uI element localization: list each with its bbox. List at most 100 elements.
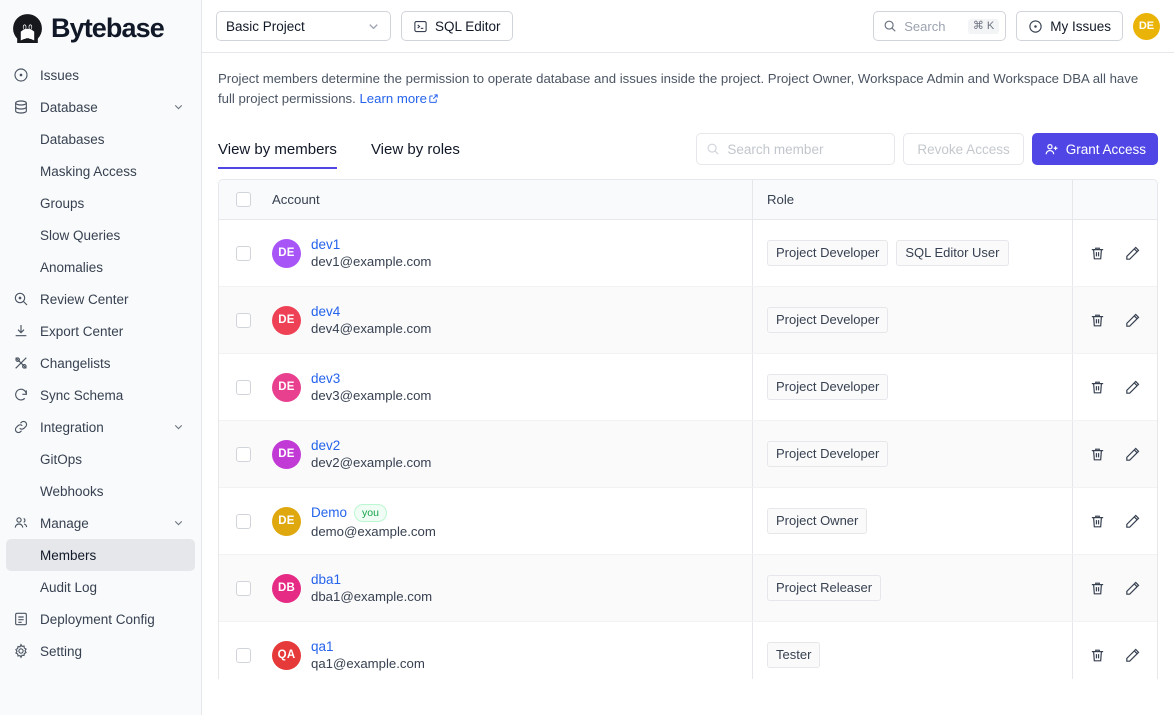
role-cell: Project Developer bbox=[752, 287, 1072, 353]
sql-editor-button[interactable]: SQL Editor bbox=[401, 11, 513, 41]
table-row: DE dev3 dev3@example.com Project Developer bbox=[219, 354, 1157, 421]
account-name-link[interactable]: dev3 bbox=[311, 371, 431, 386]
row-checkbox[interactable] bbox=[235, 379, 251, 395]
pencil-icon[interactable] bbox=[1124, 245, 1141, 262]
table-row: DE dev1 dev1@example.com Project Developer S… bbox=[219, 220, 1157, 287]
global-search-button[interactable]: Search ⌘ K bbox=[873, 11, 1007, 41]
deployment-config-icon bbox=[12, 610, 30, 628]
pencil-icon[interactable] bbox=[1124, 513, 1141, 530]
search-member-input[interactable] bbox=[727, 141, 886, 157]
search-icon bbox=[883, 19, 897, 33]
main-area: Basic Project SQL Editor bbox=[202, 0, 1174, 715]
account-cell: DE dev2 dev2@example.com bbox=[267, 438, 752, 470]
avatar: QA bbox=[272, 640, 301, 670]
sidebar-item-review-center[interactable]: Review Center bbox=[6, 283, 195, 315]
account-name-link[interactable]: qa1 bbox=[311, 639, 425, 654]
revoke-access-button[interactable]: Revoke Access bbox=[903, 133, 1024, 165]
sidebar-item-integration[interactable]: Integration bbox=[6, 411, 195, 443]
role-badge[interactable]: Project Developer bbox=[767, 441, 889, 467]
user-avatar[interactable]: DE bbox=[1133, 12, 1160, 40]
sidebar-item-manage[interactable]: Manage bbox=[6, 507, 195, 539]
sidebar-item-changelists[interactable]: Changelists bbox=[6, 347, 195, 379]
table-body: DE dev1 dev1@example.com Project Developer S… bbox=[219, 220, 1157, 679]
pencil-icon[interactable] bbox=[1124, 379, 1141, 396]
account-name-link[interactable]: dev2 bbox=[311, 438, 431, 453]
account-name-text: dev1 bbox=[311, 237, 341, 252]
table-header-row: Account Role bbox=[219, 180, 1157, 220]
link-icon bbox=[12, 418, 30, 436]
role-badge[interactable]: Project Developer bbox=[767, 374, 889, 400]
row-checkbox[interactable] bbox=[235, 647, 251, 663]
brand-header[interactable]: Bytebase bbox=[0, 0, 201, 56]
learn-more-link[interactable]: Learn more bbox=[359, 91, 438, 106]
sidebar-item-members[interactable]: Members bbox=[6, 539, 195, 571]
changelists-icon bbox=[12, 354, 30, 372]
role-badge[interactable]: SQL Editor User bbox=[896, 240, 1009, 266]
sidebar-item-database[interactable]: Database bbox=[6, 91, 195, 123]
terminal-icon bbox=[413, 19, 428, 34]
grant-access-button[interactable]: Grant Access bbox=[1031, 133, 1158, 165]
sidebar-item-anomalies[interactable]: Anomalies bbox=[6, 251, 195, 283]
account-cell: DE Demo you demo@example.com bbox=[267, 503, 752, 539]
account-name-link[interactable]: dba1 bbox=[311, 572, 432, 587]
pencil-icon[interactable] bbox=[1124, 580, 1141, 597]
chevron-down-icon[interactable] bbox=[172, 101, 185, 114]
sidebar-item-export-center[interactable]: Export Center bbox=[6, 315, 195, 347]
sidebar-item-slow-queries[interactable]: Slow Queries bbox=[6, 219, 195, 251]
sidebar-item-webhooks[interactable]: Webhooks bbox=[6, 475, 195, 507]
pencil-icon[interactable] bbox=[1124, 446, 1141, 463]
row-checkbox[interactable] bbox=[235, 580, 251, 596]
project-selector[interactable]: Basic Project bbox=[216, 11, 391, 41]
row-checkbox[interactable] bbox=[235, 312, 251, 328]
account-name-link[interactable]: dev1 bbox=[311, 237, 431, 252]
member-search-box[interactable] bbox=[696, 133, 896, 165]
trash-icon[interactable] bbox=[1089, 513, 1106, 530]
pencil-icon[interactable] bbox=[1124, 312, 1141, 329]
sidebar-nav: Issues Database Databases bbox=[0, 56, 201, 667]
role-badge[interactable]: Project Releaser bbox=[767, 575, 882, 601]
sidebar-item-databases[interactable]: Databases bbox=[6, 123, 195, 155]
row-checkbox[interactable] bbox=[235, 245, 251, 261]
sidebar-item-issues[interactable]: Issues bbox=[6, 59, 195, 91]
trash-icon[interactable] bbox=[1089, 312, 1106, 329]
my-issues-button[interactable]: My Issues bbox=[1016, 11, 1123, 41]
chevron-down-icon[interactable] bbox=[172, 517, 185, 530]
bytebase-mascot-logo-icon bbox=[11, 12, 44, 45]
tab-view-by-members[interactable]: View by members bbox=[218, 141, 337, 169]
sidebar-item-gitops[interactable]: GitOps bbox=[6, 443, 195, 475]
external-link-icon bbox=[428, 93, 439, 104]
role-badge[interactable]: Tester bbox=[767, 642, 821, 668]
column-header-account: Account bbox=[272, 192, 320, 207]
row-checkbox[interactable] bbox=[235, 446, 251, 462]
sidebar-item-masking-access[interactable]: Masking Access bbox=[6, 155, 195, 187]
project-selector-value: Basic Project bbox=[226, 18, 305, 34]
sidebar-item-audit-log[interactable]: Audit Log bbox=[6, 571, 195, 603]
role-badge[interactable]: Project Developer bbox=[767, 240, 889, 266]
tab-view-by-roles[interactable]: View by roles bbox=[370, 141, 460, 158]
role-badge[interactable]: Project Owner bbox=[767, 508, 868, 534]
trash-icon[interactable] bbox=[1089, 446, 1106, 463]
select-all-checkbox[interactable] bbox=[235, 192, 251, 207]
row-actions-cell bbox=[1072, 488, 1157, 554]
sidebar-item-deployment-config[interactable]: Deployment Config bbox=[6, 603, 195, 635]
account-email: dba1@example.com bbox=[311, 589, 433, 604]
account-cell: DE dev3 dev3@example.com bbox=[267, 371, 752, 403]
trash-icon[interactable] bbox=[1089, 379, 1106, 396]
role-badge[interactable]: Project Developer bbox=[767, 307, 889, 333]
account-cell: QA qa1 qa1@example.com bbox=[267, 639, 752, 671]
trash-icon[interactable] bbox=[1089, 580, 1106, 597]
sidebar-item-setting[interactable]: Setting bbox=[6, 635, 195, 667]
sidebar-item-label: Anomalies bbox=[40, 259, 104, 275]
pencil-icon[interactable] bbox=[1124, 647, 1141, 664]
sidebar-item-groups[interactable]: Groups bbox=[6, 187, 195, 219]
chevron-down-icon[interactable] bbox=[172, 421, 185, 434]
row-checkbox[interactable] bbox=[235, 513, 251, 529]
sidebar-item-label: Manage bbox=[40, 515, 89, 531]
account-name-link[interactable]: Demo you bbox=[311, 503, 436, 522]
sidebar-item-label: Masking Access bbox=[40, 163, 137, 179]
trash-icon[interactable] bbox=[1089, 647, 1106, 664]
trash-icon[interactable] bbox=[1089, 245, 1106, 262]
sidebar-item-sync-schema[interactable]: Sync Schema bbox=[6, 379, 195, 411]
toolbar-actions: Revoke Access Grant Access bbox=[696, 133, 1158, 165]
account-name-link[interactable]: dev4 bbox=[311, 304, 431, 319]
